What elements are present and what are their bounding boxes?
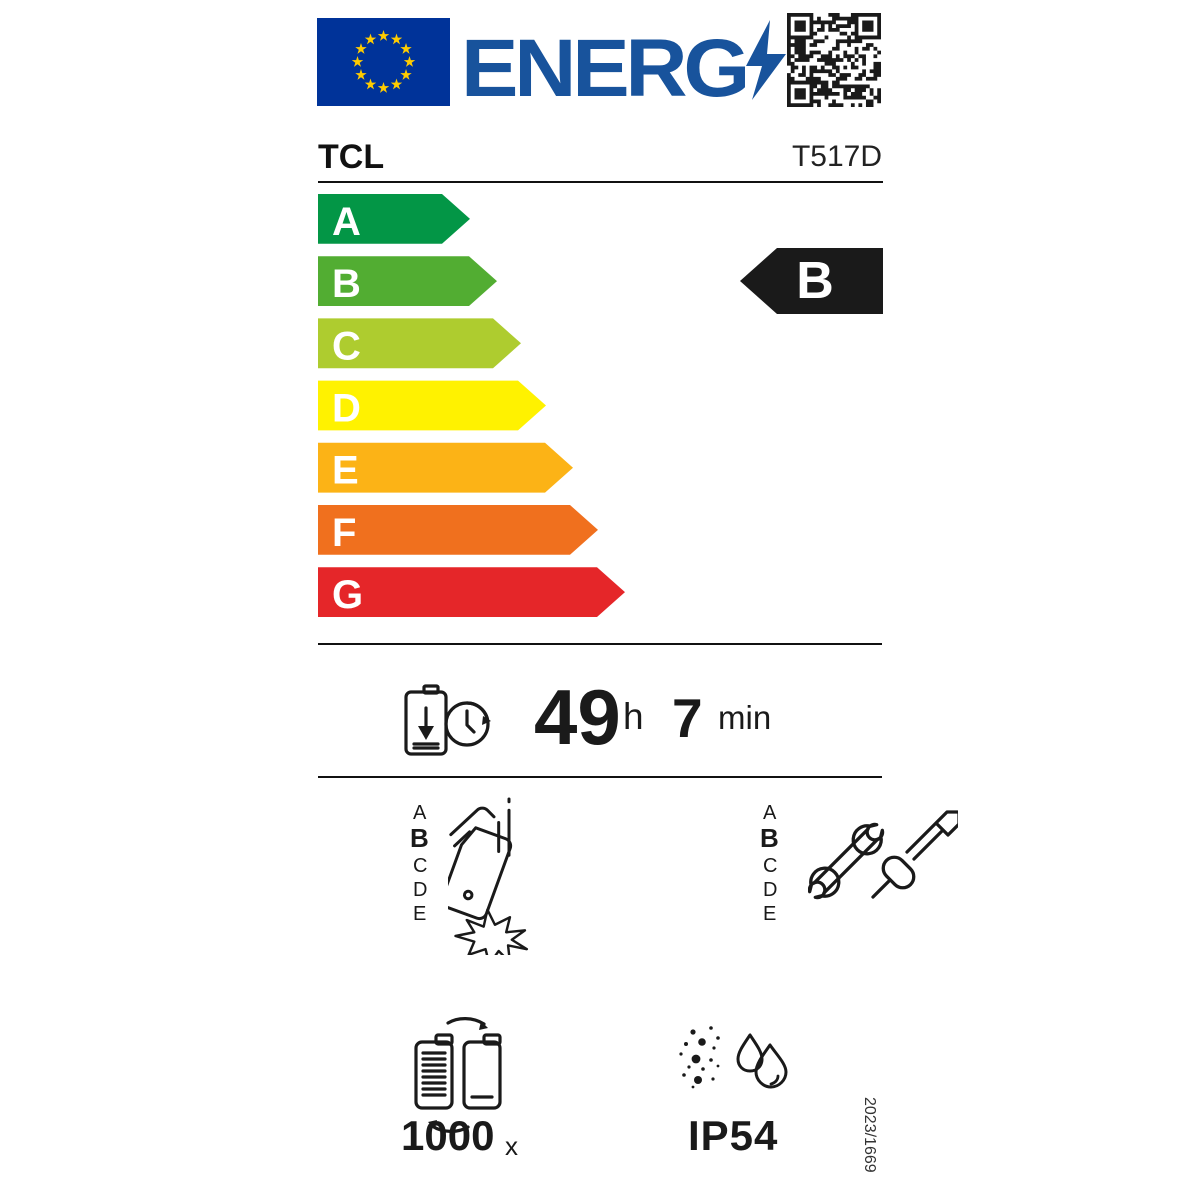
svg-text:B: B	[332, 262, 361, 306]
svg-text:D: D	[332, 387, 361, 431]
svg-text:G: G	[332, 573, 363, 617]
svg-text:F: F	[332, 511, 356, 555]
svg-text:B: B	[796, 252, 834, 310]
svg-text:A: A	[332, 200, 361, 244]
svg-text:C: C	[332, 324, 361, 368]
svg-text:E: E	[332, 449, 359, 493]
